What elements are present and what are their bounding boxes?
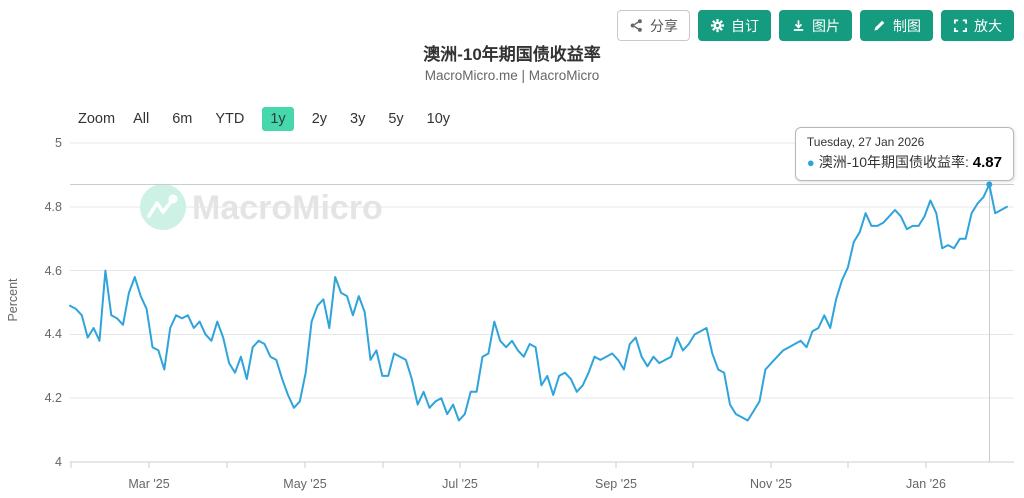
- download-icon: [791, 18, 806, 33]
- enlarge-label: 放大: [974, 17, 1002, 34]
- x-axis: [70, 461, 1014, 468]
- tooltip-series-label: 澳洲-10年期国债收益率:: [818, 154, 969, 170]
- y-tick-label: 4.6: [44, 263, 62, 278]
- y-axis-title: Percent: [6, 278, 20, 322]
- range-selector: Zoom All 6m YTD 1y 2y 3y 5y 10y: [78, 107, 455, 131]
- y-tick-label: 4: [55, 455, 62, 469]
- series-line: [69, 183, 1008, 422]
- crosshair-lines: [70, 143, 1014, 462]
- tooltip-date: Tuesday, 27 Jan 2026: [806, 135, 925, 149]
- x-tick-label: May '25: [283, 477, 327, 491]
- y-tick-label: 4.2: [44, 391, 62, 406]
- pencil-icon: [872, 18, 887, 33]
- draw-chart-button[interactable]: 制图: [860, 10, 933, 41]
- range-option-all[interactable]: All: [133, 111, 150, 127]
- share-icon: [629, 18, 644, 33]
- range-option-5y[interactable]: 5y: [388, 111, 404, 127]
- y-tick-label: 4.8: [44, 199, 62, 214]
- share-label: 分享: [650, 17, 678, 34]
- gridlines: [70, 142, 1014, 399]
- range-option-10y[interactable]: 10y: [426, 111, 451, 127]
- x-tick-label: Nov '25: [750, 477, 792, 491]
- range-selector-label: Zoom: [78, 111, 116, 127]
- customize-button[interactable]: 自订: [698, 10, 771, 41]
- range-option-3y[interactable]: 3y: [350, 111, 366, 127]
- toolbar: 分享 自订 图片: [617, 10, 1014, 41]
- expand-icon: [953, 18, 968, 33]
- range-option-6m[interactable]: 6m: [172, 111, 193, 127]
- page-title: 澳洲-10年期国债收益率: [423, 45, 601, 64]
- tooltip-value: 4.87: [972, 154, 1002, 171]
- chart-tooltip: Tuesday, 27 Jan 2026 ● 澳洲-10年期国债收益率: 4.87: [794, 127, 1014, 181]
- share-button[interactable]: 分享: [617, 10, 690, 41]
- x-tick-label: Jul '25: [442, 477, 478, 491]
- watermark-logo: MacroMicro: [140, 184, 383, 230]
- customize-label: 自订: [731, 17, 759, 34]
- range-option-ytd[interactable]: YTD: [215, 111, 245, 127]
- x-tick-label: Mar '25: [128, 477, 170, 491]
- x-tick-label: Jan '26: [906, 477, 946, 491]
- y-tick-label: 4.4: [44, 327, 62, 342]
- draw-label: 制图: [893, 17, 921, 34]
- watermark-text: MacroMicro: [192, 189, 383, 227]
- gear-icon: [710, 18, 725, 33]
- y-tick-label: 5: [55, 136, 62, 150]
- hover-point-marker: [986, 181, 993, 188]
- image-label: 图片: [812, 17, 840, 34]
- page-subtitle: MacroMicro.me | MacroMicro: [424, 68, 600, 83]
- range-option-2y[interactable]: 2y: [311, 111, 328, 127]
- series-bullet-icon: ●: [806, 155, 815, 170]
- enlarge-button[interactable]: 放大: [941, 10, 1014, 41]
- range-option-1y[interactable]: 1y: [262, 107, 294, 131]
- image-download-button[interactable]: 图片: [779, 10, 852, 41]
- x-tick-label: Sep '25: [594, 477, 638, 491]
